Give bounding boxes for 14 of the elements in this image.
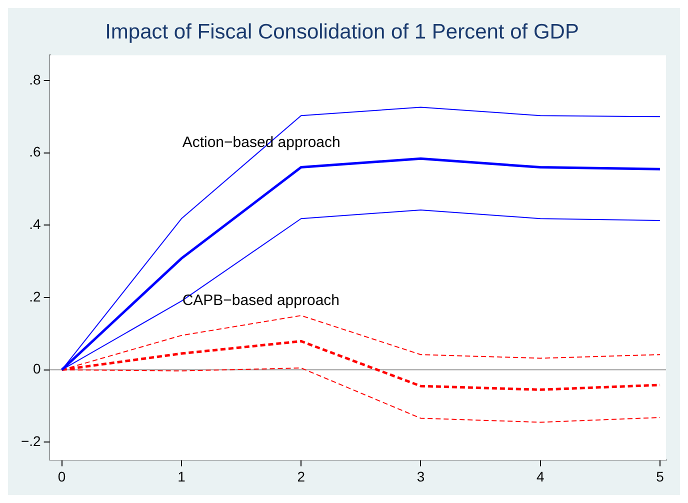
- y-tick-label: .4: [29, 216, 42, 232]
- y-tick-label: 0: [33, 360, 42, 377]
- x-tick-label: 5: [656, 468, 664, 484]
- y-tick-label: .6: [29, 144, 42, 160]
- x-tick-label: 1: [178, 468, 186, 484]
- x-tick-label: 0: [58, 468, 66, 484]
- x-tick-label: 2: [297, 468, 306, 484]
- x-tick-label: 4: [536, 468, 544, 484]
- x-tick-label: 3: [416, 468, 425, 484]
- chart-title: Impact of Fiscal Consolidation of 1 Percent of GDP: [105, 20, 579, 44]
- y-tick-label: −.2: [20, 432, 42, 449]
- y-tick-label: .8: [29, 71, 42, 88]
- y-tick-label: .2: [29, 288, 42, 304]
- annotation: CAPB−based approach: [182, 292, 340, 309]
